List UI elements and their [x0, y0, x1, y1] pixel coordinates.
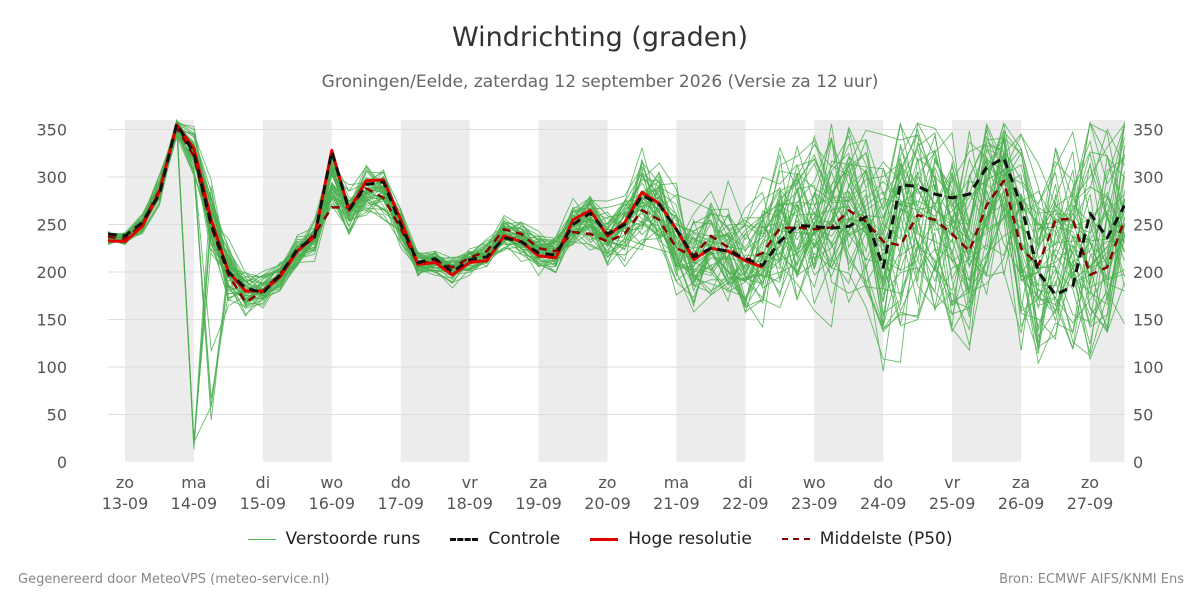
x-tick-day-6: za	[529, 473, 547, 492]
legend-swatch-p50	[781, 538, 810, 540]
x-tick-date-10: 23-09	[791, 494, 838, 513]
x-tick-day-12: vr	[944, 473, 960, 492]
y-tick-left-100: 100	[36, 358, 67, 377]
x-tick-day-14: zo	[1081, 473, 1099, 492]
chart-subtitle: Groningen/Eelde, zaterdag 12 september 2…	[321, 72, 879, 92]
x-tick-date-1: 14-09	[171, 494, 218, 513]
weekend-band-2	[400, 120, 470, 462]
x-tick-day-10: wo	[803, 473, 826, 492]
y-tick-left-350: 350	[36, 121, 67, 140]
x-tick-date-5: 18-09	[446, 494, 493, 513]
legend-label-p50: Middelste (P50)	[819, 529, 953, 549]
y-tick-right-50: 50	[1133, 406, 1153, 425]
y-tick-right-0: 0	[1133, 453, 1143, 472]
x-tick-day-9: di	[738, 473, 753, 492]
series-controle	[108, 122, 1125, 297]
x-tick-day-13: za	[1012, 473, 1030, 492]
x-tick-date-2: 15-09	[240, 494, 287, 513]
ensemble-run-34	[108, 129, 1125, 318]
x-tick-date-4: 17-09	[377, 494, 424, 513]
weekend-band-0	[125, 120, 194, 462]
x-tick-day-8: ma	[664, 473, 689, 492]
legend-swatch-hires	[590, 537, 619, 541]
y-tick-left-200: 200	[36, 263, 67, 282]
y-tick-left-0: 0	[57, 453, 67, 472]
y-tick-left-300: 300	[36, 168, 67, 187]
x-tick-day-1: ma	[181, 473, 206, 492]
legend-label-control: Controle	[488, 529, 561, 549]
legend-item-runs: Verstoorde runs	[247, 529, 421, 549]
y-tick-right-200: 200	[1133, 263, 1164, 282]
x-tick-date-11: 24-09	[860, 494, 907, 513]
x-axis: zo 13-09 ma 14-09 di 15-09 wo 16-09 do 17-09 vr 18-…	[102, 473, 1114, 513]
legend-label-runs: Verstoorde runs	[285, 529, 421, 549]
footer-generator: Gegenereerd door MeteoVPS (meteo-service…	[18, 572, 330, 587]
legend-item-control: Controle	[450, 529, 560, 549]
x-tick-date-8: 21-09	[653, 494, 700, 513]
x-tick-date-3: 16-09	[309, 494, 356, 513]
y-axis-left: 0 50 100 150 200 250 300 350	[36, 121, 67, 473]
y-tick-right-300: 300	[1133, 168, 1164, 187]
series-hoge-resolutie	[108, 123, 764, 293]
x-tick-day-4: do	[391, 473, 411, 492]
ensemble-run-39	[108, 122, 1125, 322]
x-tick-date-0: 13-09	[102, 494, 149, 513]
legend-swatch-runs	[247, 538, 276, 540]
y-tick-right-100: 100	[1133, 358, 1164, 377]
x-tick-day-0: zo	[116, 473, 134, 492]
series-middelste-p50-	[108, 126, 1125, 304]
x-tick-date-7: 20-09	[584, 494, 631, 513]
legend: Verstoorde runs Controle Hoge resolutie …	[0, 529, 1200, 549]
y-tick-right-150: 150	[1133, 311, 1164, 330]
x-tick-day-11: do	[873, 473, 893, 492]
legend-label-hires: Hoge resolutie	[628, 529, 752, 549]
x-tick-day-2: di	[256, 473, 271, 492]
x-tick-date-14: 27-09	[1067, 494, 1114, 513]
x-tick-day-7: zo	[598, 473, 616, 492]
ensemble-run-40	[108, 122, 1125, 328]
y-tick-left-250: 250	[36, 216, 67, 235]
legend-item-p50: Middelste (P50)	[781, 529, 953, 549]
footer-source: Bron: ECMWF AIFS/KNMI Ens	[999, 572, 1184, 587]
x-tick-day-5: vr	[462, 473, 478, 492]
legend-item-hires: Hoge resolutie	[590, 529, 752, 549]
x-tick-date-9: 22-09	[722, 494, 769, 513]
ensemble-run-35	[108, 129, 1125, 332]
legend-swatch-control	[450, 537, 479, 541]
y-tick-left-150: 150	[36, 311, 67, 330]
ensemble-run-48	[108, 125, 1125, 354]
y-tick-right-350: 350	[1133, 121, 1164, 140]
weekend-band-3	[538, 120, 608, 462]
y-axis-right: 0 50 100 150 200 250 300 350	[1133, 121, 1164, 473]
x-tick-date-13: 26-09	[998, 494, 1045, 513]
y-tick-left-50: 50	[47, 406, 67, 425]
x-tick-date-6: 19-09	[515, 494, 562, 513]
y-tick-right-250: 250	[1133, 216, 1164, 235]
ensemble-run-31	[108, 118, 1125, 338]
x-tick-day-3: wo	[320, 473, 343, 492]
main-series	[108, 122, 1125, 304]
chart-title: Windrichting (graden)	[451, 22, 749, 53]
x-tick-date-12: 25-09	[929, 494, 976, 513]
